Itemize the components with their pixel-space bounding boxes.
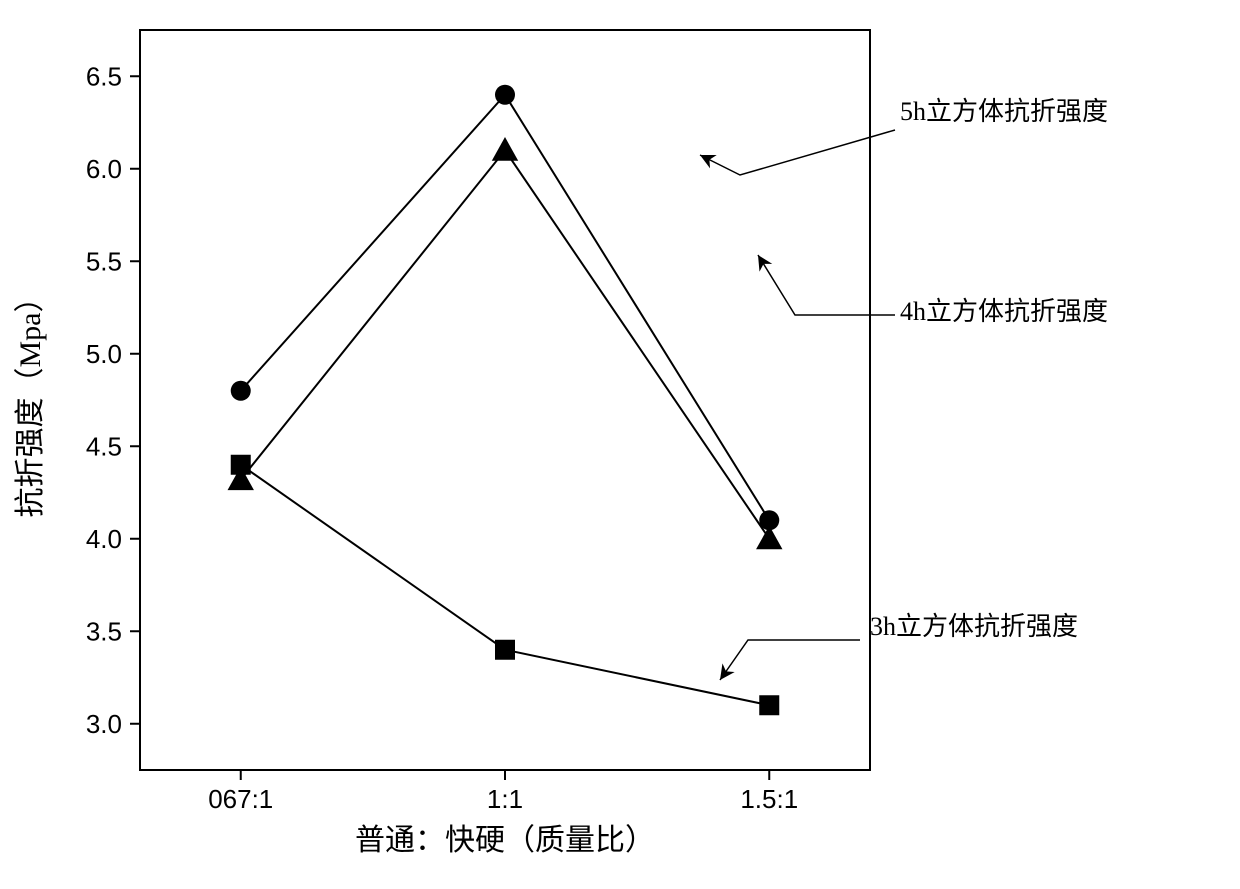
svg-text:抗折强度（Mpa）: 抗折强度（Mpa） <box>14 283 47 518</box>
svg-text:3.0: 3.0 <box>86 709 122 739</box>
svg-text:067:1: 067:1 <box>208 784 273 814</box>
svg-text:4h立方体抗折强度: 4h立方体抗折强度 <box>900 297 1108 326</box>
svg-text:4.5: 4.5 <box>86 431 122 461</box>
svg-text:3h立方体抗折强度: 3h立方体抗折强度 <box>870 612 1078 641</box>
svg-text:6.5: 6.5 <box>86 61 122 91</box>
svg-text:6.0: 6.0 <box>86 154 122 184</box>
svg-text:5.5: 5.5 <box>86 246 122 276</box>
svg-text:1.5:1: 1.5:1 <box>740 784 798 814</box>
svg-text:5h立方体抗折强度: 5h立方体抗折强度 <box>900 97 1108 126</box>
svg-text:4.0: 4.0 <box>86 524 122 554</box>
chart-svg: 3.0 3.5 4.0 4.5 5.0 5.5 6.0 6.5 067:1 1:1 1.5:1 抗折强… <box>0 0 1240 889</box>
svg-text:1:1: 1:1 <box>487 784 523 814</box>
chart-container: 3.0 3.5 4.0 4.5 5.0 5.5 6.0 6.5 067:1 1:1 1.5:1 抗折强… <box>0 0 1240 889</box>
svg-text:3.5: 3.5 <box>86 616 122 646</box>
svg-text:普通：快硬（质量比）: 普通：快硬（质量比） <box>355 824 655 857</box>
svg-text:5.0: 5.0 <box>86 339 122 369</box>
